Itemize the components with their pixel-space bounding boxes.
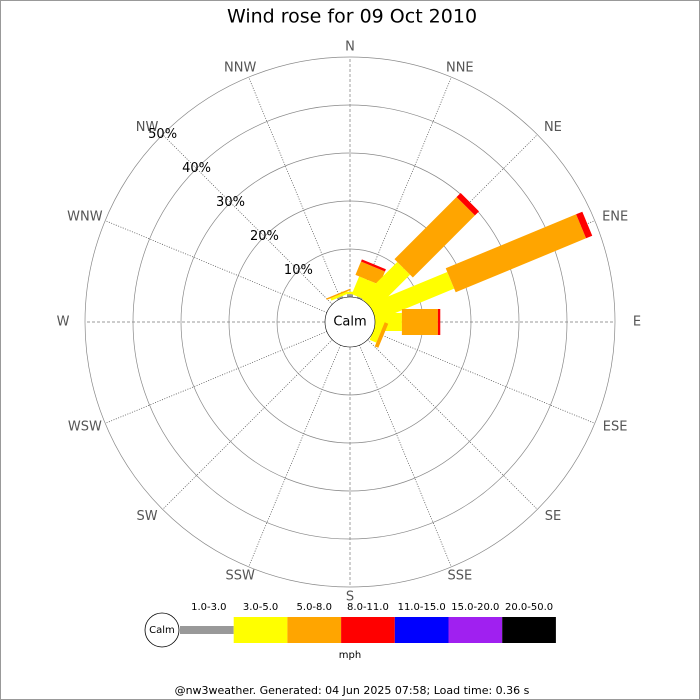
bar-segment: [361, 261, 411, 311]
legend-label: 5.0-8.0: [297, 602, 332, 613]
direction-label: N: [345, 40, 355, 55]
direction-label: WSW: [68, 420, 102, 435]
ring-label: 50%: [148, 127, 177, 142]
spoke: [359, 344, 452, 567]
direction-label: NNW: [224, 60, 256, 75]
bar-segment: [445, 214, 587, 293]
legend-label: 15.0-20.0: [451, 602, 499, 613]
legend-swatch: [287, 617, 342, 643]
ring: [132, 104, 568, 540]
spoke: [162, 134, 333, 305]
bar-segment: [369, 323, 384, 343]
legend-unit: mph: [339, 650, 361, 661]
calm-circle: [324, 296, 376, 348]
legend-swatch: [394, 617, 449, 643]
legend-calm-label: Calm: [149, 625, 175, 636]
bar-segment: [341, 291, 359, 295]
direction-label: SW: [137, 509, 158, 524]
bar-segment: [347, 294, 353, 297]
legend-label: 1.0-3.0: [191, 602, 226, 613]
spoke: [359, 77, 452, 300]
legend-label: 11.0-15.0: [398, 602, 446, 613]
spoke: [367, 339, 538, 510]
bar-segment: [356, 296, 363, 301]
legend-calm-circle: [144, 612, 180, 648]
ring: [180, 152, 520, 492]
legend-swatch: [502, 617, 556, 643]
spoke: [162, 339, 333, 510]
chart-title: Wind rose for 09 Oct 2010: [227, 6, 477, 28]
legend-swatch: [233, 617, 288, 643]
ring-label: 10%: [284, 263, 313, 278]
calm-label: Calm: [333, 315, 366, 330]
direction-label: NNE: [446, 60, 474, 75]
bar-segment: [401, 309, 438, 335]
bar-segment: [355, 261, 385, 285]
bar-segment: [437, 309, 441, 335]
direction-label: NE: [544, 120, 562, 135]
spoke: [105, 331, 328, 424]
legend-swatch: [448, 617, 503, 643]
ring: [228, 200, 472, 444]
bar-segment: [326, 288, 351, 300]
direction-label: W: [57, 315, 70, 330]
bar-segment: [369, 271, 455, 321]
direction-label: S: [346, 590, 354, 605]
direction-label: E: [633, 315, 641, 330]
legend-label: 3.0-5.0: [243, 602, 278, 613]
direction-label: ENE: [602, 209, 628, 224]
ring-label: 20%: [250, 229, 279, 244]
direction-label: ESE: [603, 420, 628, 435]
legend-label: 8.0-11.0: [347, 602, 389, 613]
legend-label: 20.0-50.0: [505, 602, 553, 613]
direction-label: NW: [136, 120, 159, 135]
ring: [84, 56, 616, 588]
legend-swatch: [341, 617, 395, 643]
bar-segment: [336, 295, 344, 301]
spoke: [248, 344, 341, 567]
direction-label: SE: [545, 509, 561, 524]
direction-label: SSE: [447, 569, 472, 584]
spoke: [372, 331, 595, 424]
bar-segment: [374, 322, 389, 348]
bar-segment: [330, 291, 349, 301]
spoke: [105, 220, 328, 313]
bar-segment: [360, 259, 386, 272]
spoke: [248, 77, 341, 300]
ring-label: 40%: [182, 161, 211, 176]
bar-segment: [456, 192, 480, 216]
legend-swatch: [180, 626, 234, 634]
footer: @nw3weather. Generated: 04 Jun 2025 07:5…: [175, 684, 530, 697]
bar-segment: [394, 197, 475, 278]
bar-segment: [576, 211, 593, 239]
ring-label: 30%: [216, 195, 245, 210]
direction-label: WNW: [67, 209, 103, 224]
direction-label: SSW: [225, 569, 255, 584]
